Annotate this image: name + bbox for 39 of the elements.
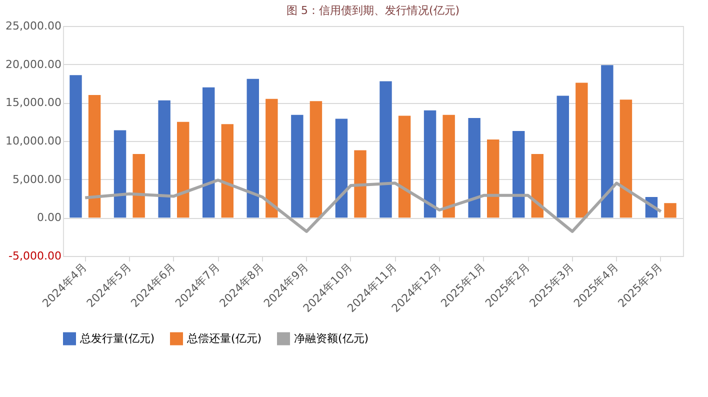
line-series (84, 178, 662, 233)
bar (512, 131, 525, 218)
bar (601, 65, 614, 218)
bar (468, 118, 480, 218)
bar (424, 110, 436, 218)
bar (556, 96, 569, 218)
bar (576, 82, 588, 218)
y-tick-label: 20,000.00 (6, 58, 62, 71)
bar (354, 150, 366, 218)
bar (442, 114, 455, 218)
bar (664, 203, 676, 218)
bar (202, 87, 215, 218)
bar (335, 118, 348, 218)
bar (487, 139, 500, 218)
bar (291, 114, 304, 218)
chart-title: 图 5：信用债到期、发行情况(亿元) (286, 4, 460, 17)
bar (88, 95, 101, 218)
bar (221, 124, 234, 218)
legend-label: 总偿还量(亿元) (186, 332, 262, 345)
bar (132, 154, 145, 218)
bar (620, 100, 632, 218)
bar (380, 81, 392, 218)
legend-label: 总发行量(亿元) (79, 332, 155, 345)
bar (246, 78, 259, 218)
legend-label: 净融资额(亿元) (294, 332, 369, 345)
y-tick-label: -5,000.00 (8, 250, 62, 262)
bar (531, 154, 544, 218)
y-tick-label: 5,000.00 (12, 172, 62, 186)
y-tick-label: 10,000.00 (6, 134, 62, 148)
y-tick-label: 15,000.00 (6, 96, 62, 110)
bar (398, 116, 411, 218)
bar (266, 98, 278, 218)
bar (70, 75, 82, 218)
bar (158, 100, 170, 218)
y-tick-label: 0.00 (37, 211, 62, 224)
y-tick-label: 25,000.00 (6, 20, 62, 32)
bar (114, 130, 126, 218)
bar (310, 101, 322, 218)
bar (177, 122, 190, 218)
